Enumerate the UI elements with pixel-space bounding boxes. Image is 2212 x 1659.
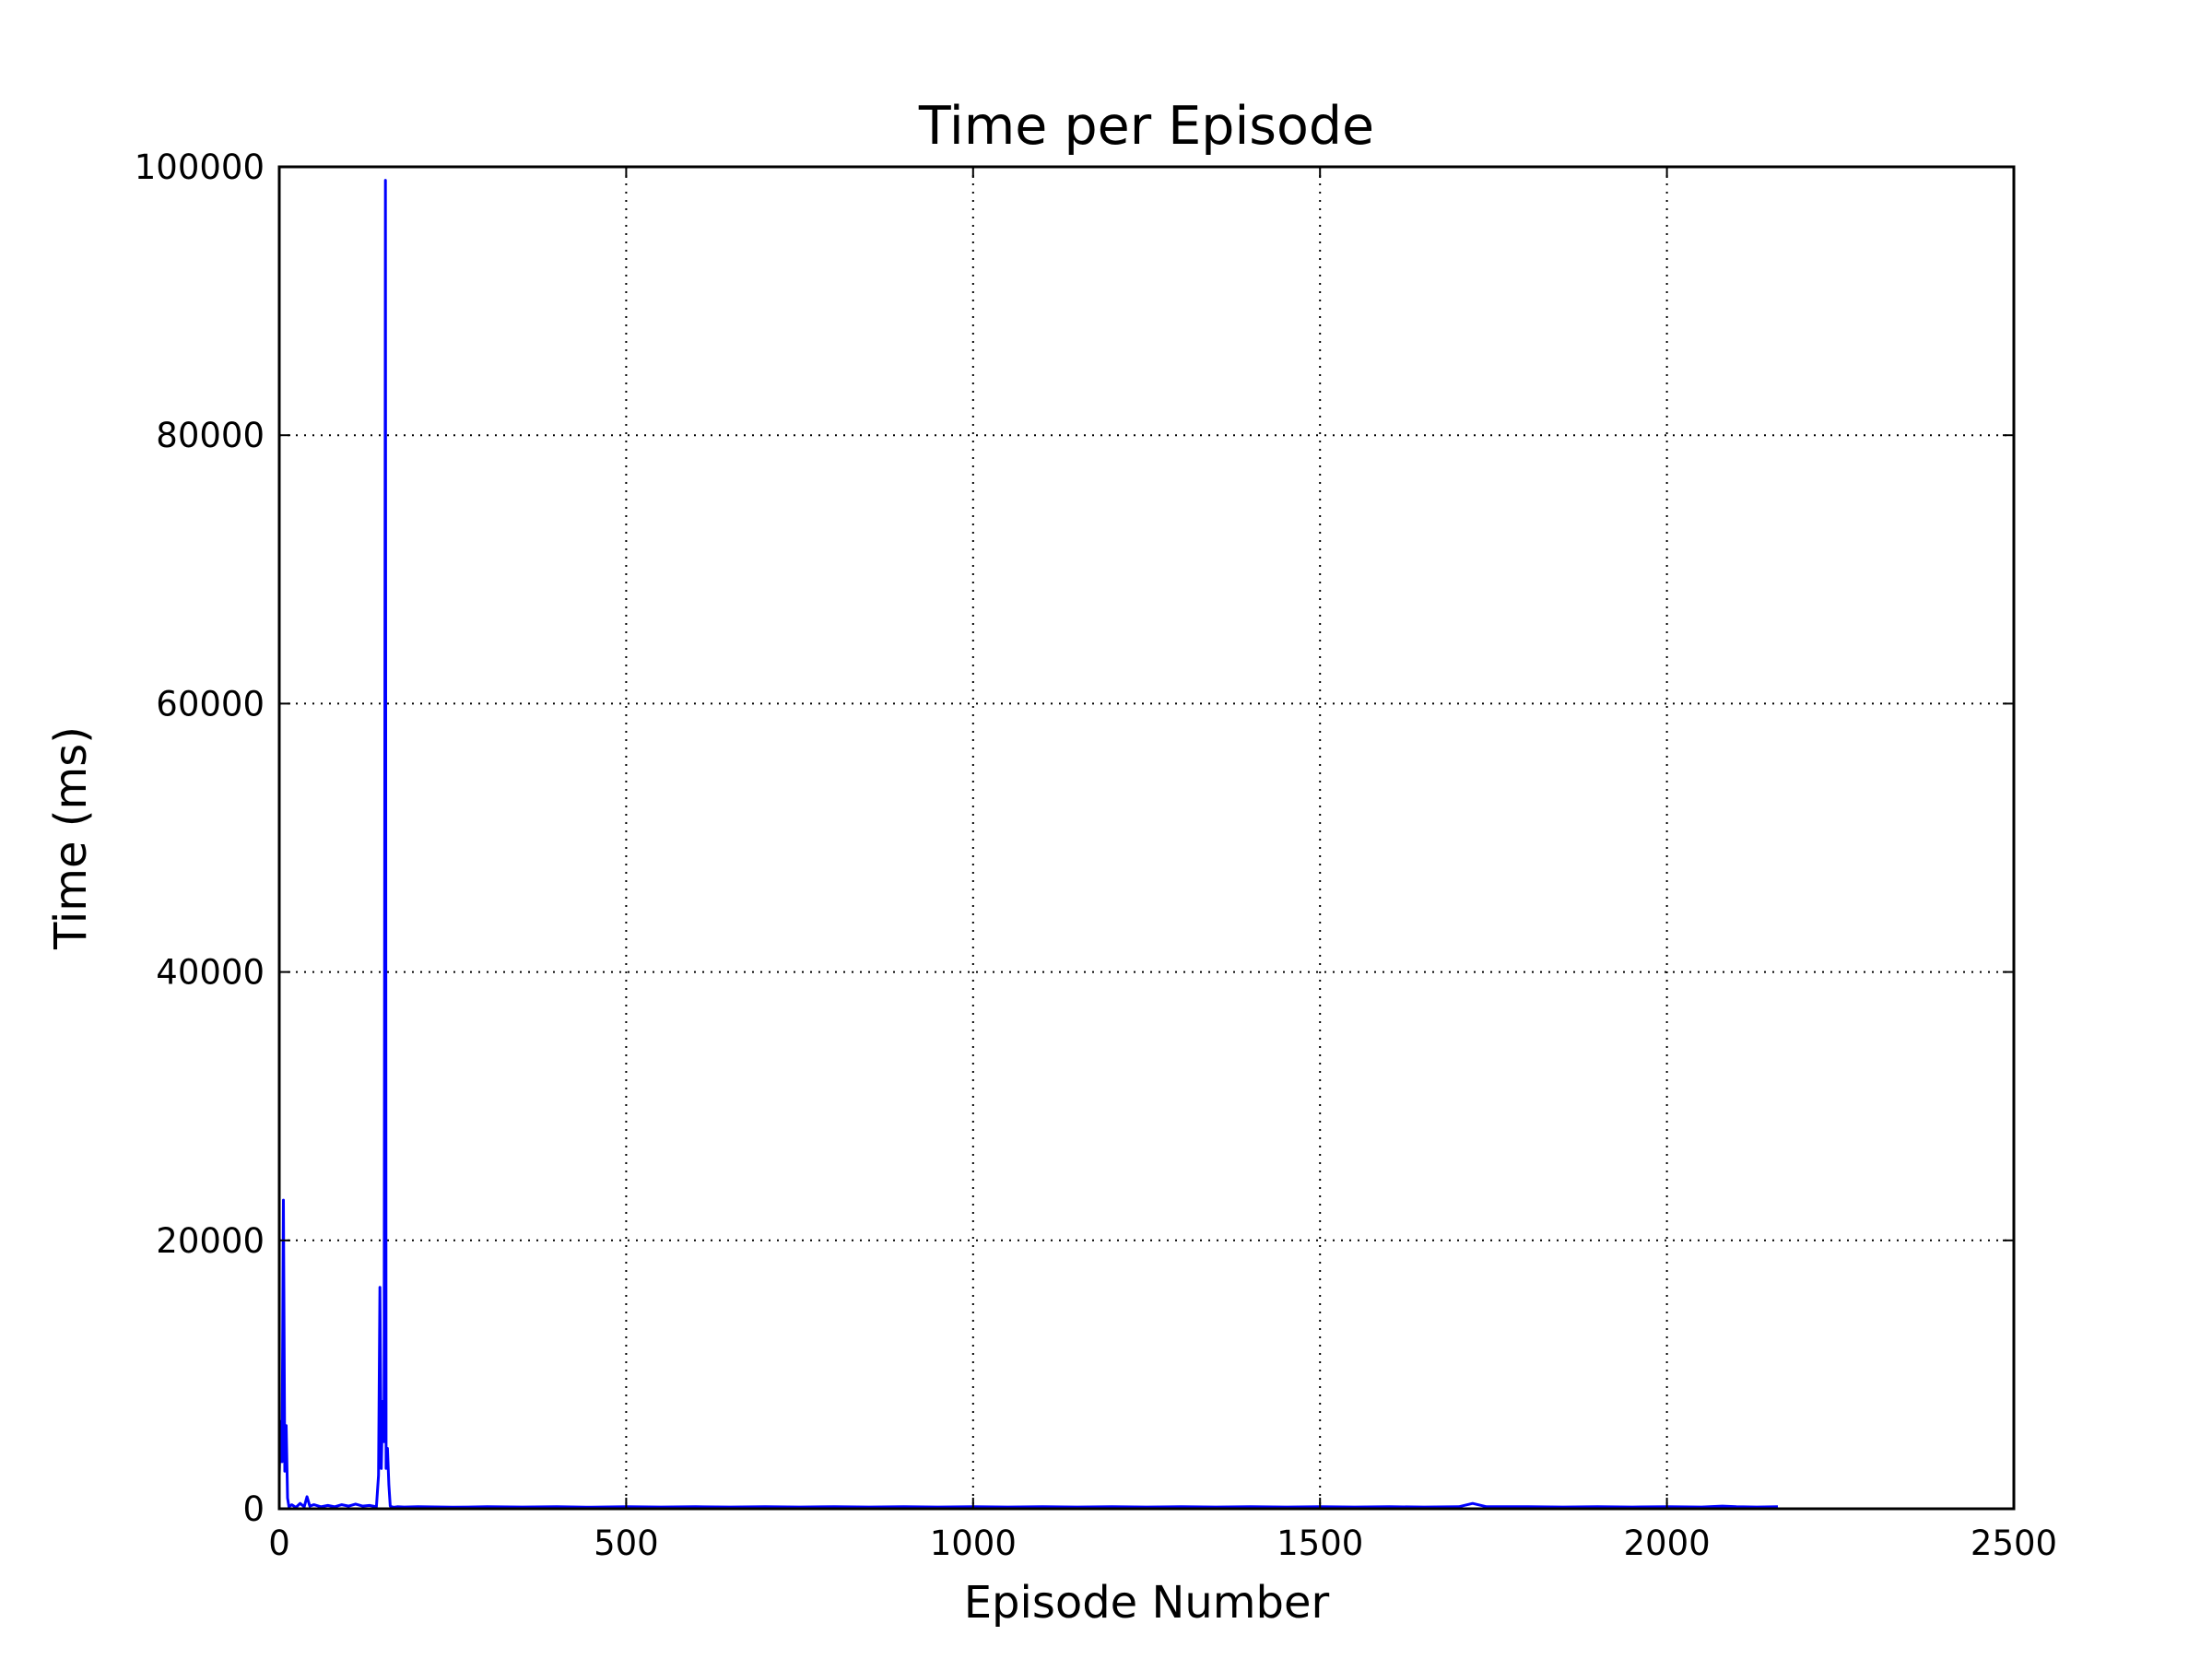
y-tick-label: 60000 xyxy=(156,684,265,724)
chart-title: Time per Episode xyxy=(918,96,1374,157)
series-line-0 xyxy=(277,179,1779,1509)
x-axis-label: Episode Number xyxy=(964,1577,1330,1629)
y-tick-label: 80000 xyxy=(156,416,265,455)
x-tick-label: 1500 xyxy=(1277,1524,1363,1563)
y-tick-label: 40000 xyxy=(156,953,265,993)
x-tick-label: 1000 xyxy=(930,1524,1017,1563)
y-tick-label: 20000 xyxy=(156,1221,265,1261)
y-tick-label: 100000 xyxy=(135,147,265,187)
y-tick-label: 0 xyxy=(242,1489,265,1529)
series-layer xyxy=(277,179,1779,1509)
x-tick-label: 500 xyxy=(594,1524,659,1563)
x-tick-label: 2500 xyxy=(1971,1524,2057,1563)
x-tick-label: 2000 xyxy=(1624,1524,1711,1563)
plot-area-frame xyxy=(277,165,2016,1511)
x-tick-label: 0 xyxy=(268,1524,290,1563)
y-axis-label: Time (ms) xyxy=(45,726,97,950)
axis-ticks: 0 500 1000 1500 2000 2500 0 20000 40000 60000 8000… xyxy=(135,147,2057,1563)
